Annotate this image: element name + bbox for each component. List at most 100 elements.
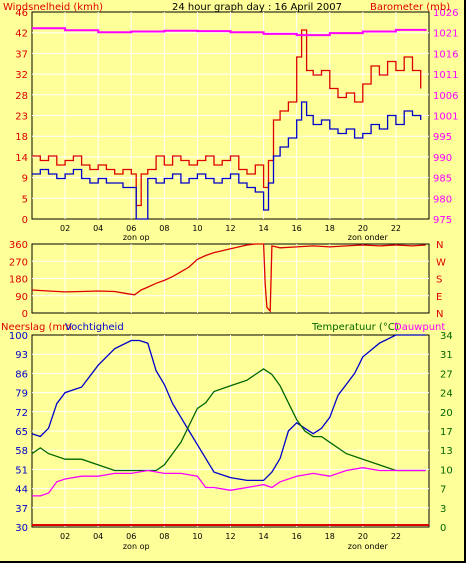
- y-tick-label: 90: [15, 292, 28, 303]
- y-tick-label-right: 1001: [433, 112, 458, 123]
- x-tick-label: 08: [159, 224, 169, 233]
- x-tick-label: 10: [192, 224, 202, 233]
- sunrise-label: zon op: [123, 542, 150, 551]
- x-tick-label: 12: [225, 224, 235, 233]
- y-tick-label: 100: [9, 331, 28, 342]
- y-tick-label-right: 1006: [433, 91, 458, 102]
- direction-series: [31, 243, 426, 313]
- sunrise-label: zon op: [123, 233, 150, 242]
- y-tick-label-right: 1026: [433, 8, 458, 19]
- humidity-y-ticks: 100 93 86 79 72 65 58 51 44 37 30: [9, 331, 28, 534]
- y-tick-label: 270: [9, 257, 28, 268]
- y-tick-label-right: S: [436, 275, 442, 286]
- y-tick-label-right: 1011: [433, 70, 458, 81]
- y-tick-label-right: E: [436, 292, 442, 303]
- direction-grid: [32, 244, 429, 313]
- y-tick-label: 0: [22, 215, 28, 226]
- series-line-barometer: [32, 27, 427, 37]
- y-tick-label: 72: [15, 408, 28, 419]
- y-tick-label: 9: [22, 174, 28, 185]
- y-tick-label: 37: [15, 49, 28, 60]
- y-tick-label-right: 17: [440, 427, 453, 438]
- x-tick-label: 04: [93, 224, 103, 233]
- sunset-label: zon onder: [348, 542, 389, 551]
- y-tick-label-right: 995: [433, 132, 452, 143]
- temperature-y-ticks: 34 31 27 24 20 17 13 10 7 3 0: [440, 331, 453, 534]
- y-tick-label: 23: [15, 112, 28, 123]
- sunset-label: zon onder: [348, 233, 389, 242]
- wind-axis-label: Windsnelheid (kmh): [3, 2, 103, 13]
- y-tick-label: 46: [15, 8, 28, 19]
- y-tick-label: 42: [15, 29, 28, 40]
- y-tick-label: 65: [15, 427, 28, 438]
- y-tick-label-right: 3: [440, 504, 446, 515]
- humidity-x-ticks: 02 04 06 08 10 12 14 16 18 20 22: [60, 532, 401, 541]
- rain-axis-label: Neerslag (mm: [1, 322, 72, 333]
- x-tick-label: 18: [325, 224, 335, 233]
- x-tick-label: 02: [60, 532, 70, 541]
- x-tick-label: 02: [60, 224, 70, 233]
- wind-x-ticks: 02 04 06 08 10 12 14 16 18 20 22: [60, 224, 401, 233]
- x-tick-label: 20: [358, 532, 368, 541]
- y-tick-label-right: 20: [440, 408, 453, 419]
- y-tick-label-right: 10: [440, 465, 453, 476]
- y-tick-label-right: N: [436, 240, 443, 251]
- y-tick-label: 0: [22, 309, 28, 320]
- x-tick-label: 16: [292, 224, 302, 233]
- y-tick-label-right: 0: [440, 523, 446, 534]
- barometer-axis-label: Barometer (mb): [370, 2, 450, 13]
- y-tick-label-right: 975: [433, 215, 452, 226]
- x-tick-label: 22: [391, 224, 401, 233]
- direction-y-ticks: 360 270 180 90 0: [9, 240, 28, 320]
- y-tick-label: 32: [15, 70, 28, 81]
- y-tick-label-right: 31: [440, 350, 453, 361]
- humidity-axis-label: Vochtigheid: [65, 322, 124, 333]
- y-tick-label: 44: [15, 485, 28, 496]
- y-tick-label: 51: [15, 465, 28, 476]
- y-tick-label-right: 13: [440, 446, 453, 457]
- y-tick-label-right: 24: [440, 389, 453, 400]
- y-tick-label-right: 1021: [433, 29, 458, 40]
- y-tick-label: 79: [15, 389, 28, 400]
- y-tick-label-right: 980: [433, 194, 452, 205]
- wind-y-ticks: 46 42 37 32 28 23 18 14 9 5 0: [15, 8, 28, 226]
- y-tick-label-right: 990: [433, 153, 452, 164]
- wind-series: [32, 27, 427, 220]
- temperature-axis-label: Temperatuur (°C): [311, 322, 399, 333]
- y-tick-label: 5: [22, 194, 28, 205]
- x-tick-label: 08: [159, 532, 169, 541]
- y-tick-label: 37: [15, 504, 28, 515]
- y-tick-label-right: 1016: [433, 49, 458, 60]
- chart-title: 24 hour graph day : 16 April 2007: [172, 2, 342, 13]
- x-tick-label: 20: [358, 224, 368, 233]
- y-tick-label-right: W: [436, 257, 446, 268]
- y-tick-label: 18: [15, 132, 28, 143]
- y-tick-label: 28: [15, 91, 28, 102]
- y-tick-label: 58: [15, 446, 28, 457]
- series-line-windsnelheid: [32, 101, 422, 220]
- y-tick-label-right: 34: [440, 331, 453, 342]
- y-tick-label: 180: [9, 275, 28, 286]
- x-tick-label: 14: [258, 224, 268, 233]
- series-line-vochtigheid: [31, 334, 426, 482]
- series-line-dauwpunt: [32, 467, 426, 497]
- x-tick-label: 06: [126, 532, 136, 541]
- y-tick-label: 30: [15, 523, 28, 534]
- x-tick-label: 14: [258, 532, 268, 541]
- dewpoint-axis-label: Dauwpunt: [394, 322, 445, 333]
- x-tick-label: 16: [292, 532, 302, 541]
- x-tick-label: 12: [225, 532, 235, 541]
- series-line-windstoten: [32, 29, 422, 207]
- y-tick-label: 86: [15, 369, 28, 380]
- series-line-windrichting: [31, 243, 426, 313]
- x-tick-label: 22: [391, 532, 401, 541]
- x-tick-label: 04: [93, 532, 103, 541]
- x-tick-label: 18: [325, 532, 335, 541]
- y-tick-label: 93: [15, 350, 28, 361]
- y-tick-label-right: 985: [433, 174, 452, 185]
